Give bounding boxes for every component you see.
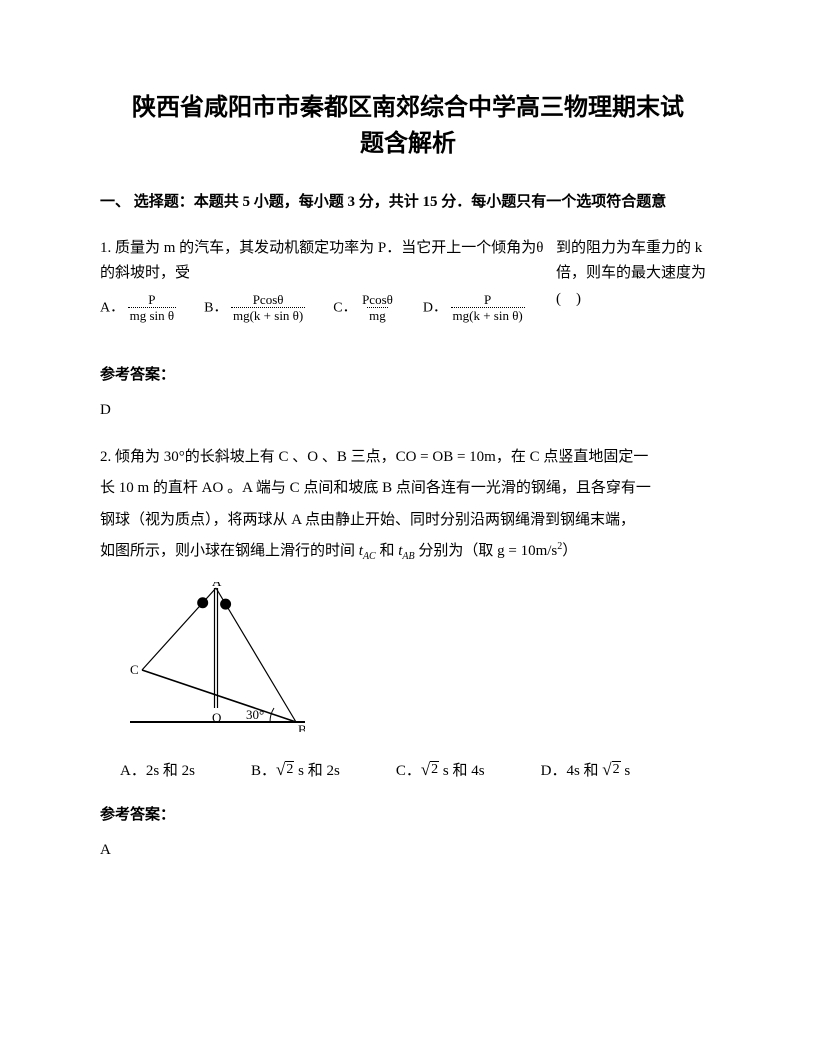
question-2: 2. 倾角为 30°的长斜坡上有 C 、O 、B 三点，CO = OB = 10… [100, 442, 716, 785]
triangle-diagram-svg: A C O B 30° [130, 582, 305, 732]
fraction: Pcosθ mg(k + sin θ) [231, 293, 305, 323]
section-1-heading: 一、 选择题：本题共 5 小题，每小题 3 分，共计 15 分．每小题只有一个选… [100, 190, 716, 216]
sqrt-icon: √2 [421, 761, 439, 778]
answer-label: 参考答案： [100, 803, 716, 829]
q2-line4b: 和 [376, 543, 399, 559]
q2-line4c: 分别为（取 g = 10m/s [415, 543, 558, 559]
q1-optD-label: D． [423, 300, 447, 315]
fraction: P mg sin θ [128, 293, 177, 323]
q2-line1: 2. 倾角为 30°的长斜坡上有 C 、O 、B 三点，CO = OB = 10… [100, 449, 648, 465]
q1-option-b: B． Pcosθ mg(k + sin θ) [204, 293, 305, 323]
title-line-2: 题含解析 [360, 131, 456, 157]
q2-options: A．2s 和 2s B．√2 s 和 2s C．√2 s 和 4s D．4s 和… [120, 759, 716, 785]
q2-line2: 长 10 m 的直杆 AO 。A 端与 C 点间和坡底 B 点间各连有一光滑的钢… [100, 480, 651, 496]
sqrt-arg: 2 [430, 761, 439, 777]
svg-text:C: C [130, 662, 139, 677]
t-ac-sub: AC [363, 551, 376, 562]
page-title: 陕西省咸阳市市秦都区南郊综合中学高三物理期末试 题含解析 [100, 90, 716, 162]
q2-optC-label: C． [396, 763, 421, 779]
numerator: Pcosθ [251, 293, 286, 308]
denominator: mg sin θ [128, 307, 177, 323]
q1-option-d: D． P mg(k + sin θ) [423, 293, 525, 323]
svg-text:30°: 30° [246, 707, 264, 722]
q2-option-d: D．4s 和 √2 s [541, 759, 631, 785]
q1-optC-label: C． [333, 300, 356, 315]
numerator: P [482, 293, 493, 308]
q1-optB-label: B． [204, 300, 227, 315]
q2-optB-label: B． [251, 763, 276, 779]
sqrt-arg: 2 [612, 761, 621, 777]
t-ab-sub: AB [402, 551, 414, 562]
title-line-1: 陕西省咸阳市市秦都区南郊综合中学高三物理期末试 [132, 95, 684, 121]
q2-optD-tail: s [621, 763, 631, 779]
q2-text: 2. 倾角为 30°的长斜坡上有 C 、O 、B 三点，CO = OB = 10… [100, 442, 716, 568]
sqrt-icon: √2 [602, 761, 620, 778]
sqrt-icon: √2 [276, 761, 294, 778]
q1-answer: D [100, 398, 716, 424]
numerator: Pcosθ [360, 293, 395, 308]
q2-option-c: C．√2 s 和 4s [396, 759, 485, 785]
q2-diagram: A C O B 30° [130, 582, 716, 742]
svg-text:A: A [212, 582, 222, 589]
q2-option-b: B．√2 s 和 2s [251, 759, 340, 785]
denominator: mg(k + sin θ) [451, 307, 525, 323]
q1-optA-label: A． [100, 300, 124, 315]
q2-optD-label: D．4s 和 [541, 763, 603, 779]
q2-optB-tail: s 和 2s [294, 763, 339, 779]
svg-text:B: B [298, 722, 305, 732]
numerator: P [146, 293, 157, 308]
q1-option-a: A． P mg sin θ [100, 293, 176, 323]
q1-option-c: C． Pcosθ mg [333, 293, 395, 323]
denominator: mg(k + sin θ) [231, 307, 305, 323]
q2-line4d: ） [562, 543, 577, 559]
q2-optC-tail: s 和 4s [439, 763, 484, 779]
svg-text:O: O [212, 710, 221, 725]
fraction: Pcosθ mg [360, 293, 395, 323]
q1-options: A． P mg sin θ B． Pcosθ mg(k + sin θ) C． … [100, 293, 546, 323]
q2-answer: A [100, 838, 716, 864]
q1-right-text: 到的阻力为车重力的 k 倍，则车的最大速度为 ( ) [556, 236, 716, 313]
question-1: 到的阻力为车重力的 k 倍，则车的最大速度为 ( ) 1. 质量为 m 的汽车，… [100, 236, 716, 323]
q2-option-a: A．2s 和 2s [120, 759, 195, 785]
q2-line4a: 如图所示，则小球在钢绳上滑行的时间 [100, 543, 359, 559]
answer-label: 参考答案： [100, 363, 716, 389]
denominator: mg [367, 307, 388, 323]
q2-line3: 钢球（视为质点），将两球从 A 点由静止开始、同时分别沿两钢绳滑到钢绳末端， [100, 512, 635, 528]
fraction: P mg(k + sin θ) [451, 293, 525, 323]
